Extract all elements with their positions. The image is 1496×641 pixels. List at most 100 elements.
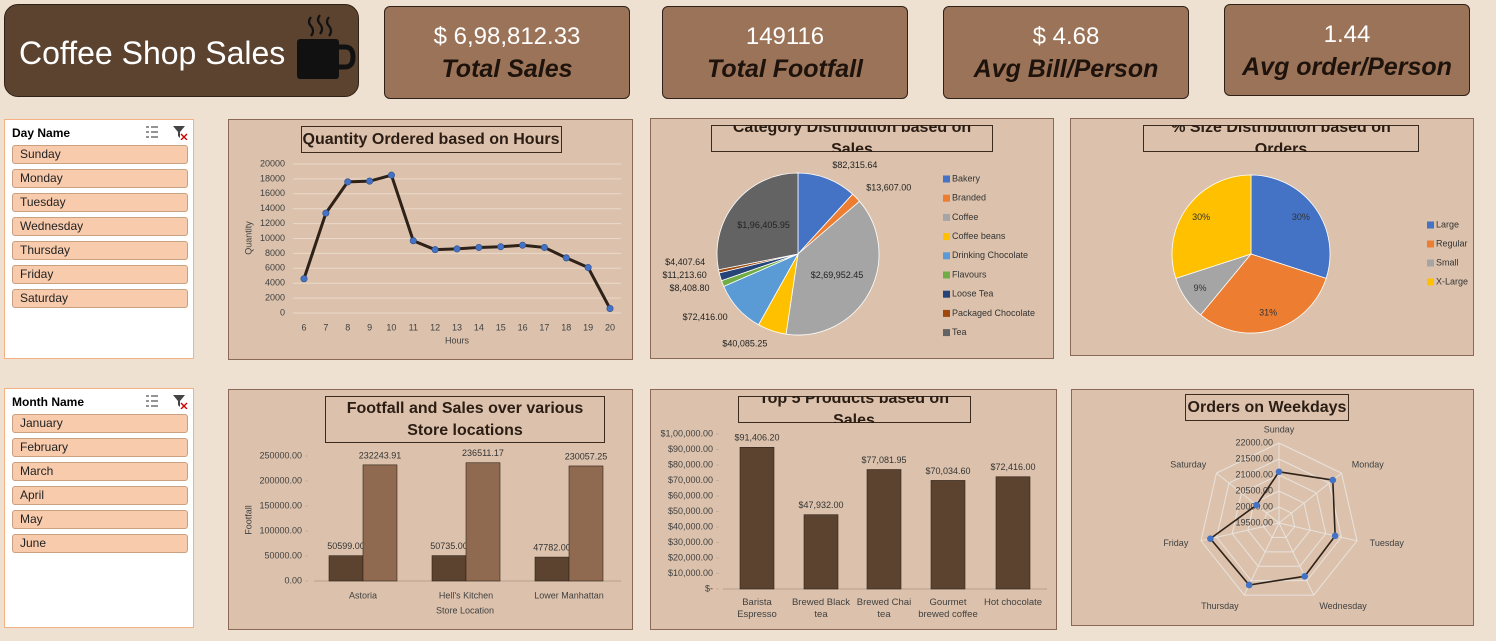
spoke (1278, 522, 1358, 542)
bar (534, 556, 570, 582)
legend-swatch (1427, 278, 1434, 286)
legend-label: Flavours (952, 269, 987, 279)
slicer-item[interactable]: March (12, 462, 188, 481)
kpi-card: 149116 Total Footfall (662, 6, 908, 99)
data-label: $72,416.00 (683, 312, 728, 322)
chart-title: Orders on Weekdays (1185, 394, 1349, 421)
header: Coffee Shop Sales (4, 4, 359, 97)
marker (1331, 532, 1339, 540)
x-tick-label: 7 (323, 322, 328, 332)
chart: Orders on Weekdays Sunday Monday Tuesday Wed… (1163, 394, 1404, 611)
x-tick-label: 18 (561, 322, 571, 332)
category-label: Wednesday (1319, 601, 1367, 611)
pie-slice (785, 200, 880, 336)
slicer-item[interactable]: Wednesday (12, 217, 188, 236)
legend-swatch (943, 252, 950, 260)
x-tick-label: 10 (386, 322, 396, 332)
legend-swatch (943, 271, 950, 279)
legend-swatch (943, 175, 950, 183)
data-label: $13,607.00 (866, 182, 911, 192)
marker (1275, 468, 1283, 476)
spoke (1278, 522, 1315, 596)
slicer-item[interactable]: February (12, 438, 188, 457)
data-label: $1,96,405.95 (737, 220, 790, 230)
slicer-item[interactable]: Tuesday (12, 193, 188, 212)
chart: Quantity Ordered based on Hours 0 2000 4000… (243, 126, 621, 345)
legend-swatch (943, 213, 950, 221)
marker (562, 254, 570, 262)
slicer-item[interactable]: May (12, 510, 188, 529)
x-tick-label-box: Brewed Chai tea (857, 597, 911, 620)
slicer-item[interactable]: April (12, 486, 188, 505)
chart: Category Distribution based on Sales $82,… (662, 125, 1035, 348)
data-label: $40,085.25 (722, 338, 767, 348)
data-label: 30% (1192, 212, 1210, 222)
x-tick-label-box: Barista Espresso (737, 597, 777, 620)
slicer-item[interactable]: Saturday (12, 289, 188, 308)
chart-title-box: Footfall and Sales over various Store lo… (325, 396, 605, 443)
legend-label: Loose Tea (952, 289, 993, 299)
slicer-item[interactable]: Friday (12, 265, 188, 284)
marker (322, 209, 330, 217)
x-tick-label: 16 (518, 322, 528, 332)
y-tick-label: $90,000.00 (668, 444, 713, 454)
y-tick-label: 6000 (265, 263, 285, 273)
data-label: $11,213.60 (662, 270, 706, 280)
marker (409, 237, 417, 245)
chart-title: % Size Distribution based on Orders (1143, 125, 1419, 152)
data-label: 232243.91 (359, 450, 402, 460)
chart-panel: % Size Distribution based on Orders 30% 31… (1070, 118, 1474, 356)
chart-title-box: Quantity Ordered based on Hours (300, 126, 562, 153)
data-label: 47782.00 (533, 542, 571, 552)
y-tick-label: 150000.00 (259, 500, 302, 510)
slicer-item[interactable]: June (12, 534, 188, 553)
slicer-item[interactable]: January (12, 414, 188, 433)
legend-label: Regular (1436, 238, 1468, 248)
header-title: Coffee Shop Sales (19, 35, 286, 71)
kpi-label: Total Sales (441, 55, 573, 83)
slicer-item[interactable]: Sunday (12, 145, 188, 164)
data-label: $72,416.00 (990, 462, 1035, 472)
legend-label: X-Large (1436, 276, 1468, 286)
legend-label: Branded (952, 193, 986, 203)
chart: Footfall and Sales over various Store lo… (243, 396, 621, 615)
marker (366, 177, 374, 185)
x-tick-label: Gourmet brewed coffee (918, 597, 978, 620)
coffee-cup-icon (297, 14, 356, 79)
data-label: 236511.17 (462, 448, 504, 458)
spoke (1216, 472, 1280, 524)
bar (362, 464, 398, 582)
bar (568, 465, 604, 582)
x-tick-label: 12 (430, 322, 440, 332)
data-label: 31% (1259, 308, 1277, 318)
x-tick-label: 8 (345, 322, 350, 332)
data-label: 30% (1292, 212, 1310, 222)
data-label: 9% (1194, 283, 1207, 293)
data-label: $82,315.64 (832, 160, 877, 170)
pie-slice (716, 172, 799, 271)
marker (1301, 573, 1308, 580)
y-tick-label: 250000.00 (259, 450, 302, 460)
x-tick-label: Hell's Kitchen (439, 590, 493, 600)
kpi-card: $ 4.68 Avg Bill/Person (943, 6, 1189, 99)
x-tick-label-box: Brewed Black tea (792, 597, 850, 620)
bar (739, 447, 775, 590)
legend-swatch (1427, 221, 1434, 229)
y-tick-label: $40,000.00 (668, 521, 713, 531)
marker (475, 243, 483, 251)
slicer-item[interactable]: Monday (12, 169, 188, 188)
category-label: Thursday (1201, 601, 1239, 611)
marker (1329, 476, 1337, 484)
marker (453, 245, 461, 253)
x-tick-label: Barista Espresso (737, 597, 777, 620)
slicer-item[interactable]: Thursday (12, 241, 188, 260)
data-label: $8,408.80 (669, 283, 709, 293)
x-tick-label: Lower Manhattan (534, 590, 604, 600)
y-tick-label: $70,000.00 (668, 475, 713, 485)
slicer-title: Day Name (12, 126, 71, 140)
y-axis-label: Quantity (243, 221, 253, 255)
bar (866, 469, 902, 590)
legend-label: Coffee beans (952, 231, 1006, 241)
x-tick-label: Hot chocolate (983, 597, 1043, 608)
